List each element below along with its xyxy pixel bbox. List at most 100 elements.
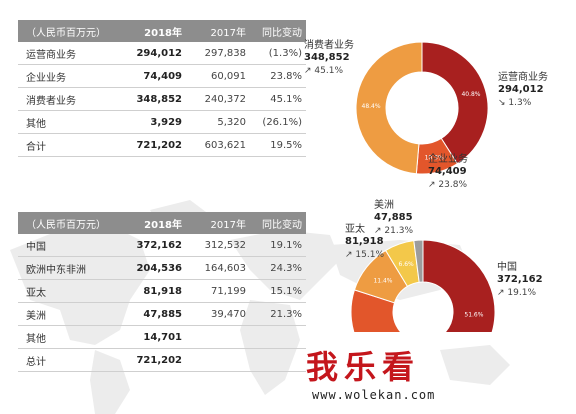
slice-中国 (422, 239, 496, 332)
header-yoy: 同比变动 (250, 212, 306, 234)
slice-change-label: ↗ 21.3% (374, 226, 413, 236)
slice-value-label: 372,162 (497, 274, 543, 285)
row-2017: 297,838 (186, 42, 250, 65)
table-row: 中国 372,162 312,532 19.1% (18, 234, 306, 257)
row-2018: 81,918 (118, 279, 186, 303)
slice-value-label: 81,918 (345, 236, 384, 247)
slice-name-label: 美洲 (374, 198, 394, 211)
row-2017 (186, 348, 250, 372)
row-2018: 47,885 (118, 302, 186, 326)
watermark: 我乐看 www.wolekan.com (306, 342, 435, 402)
table-row: 合计 721,202 603,621 19.5% (18, 133, 306, 157)
watermark-url: www.wolekan.com (312, 388, 436, 402)
slice-name-label: 亚太 (345, 222, 365, 235)
row-2017: 71,199 (186, 279, 250, 303)
row-2018: 204,536 (118, 256, 186, 280)
table-header-row: （人民币百万元） 2018年 2017年 同比变动 (18, 20, 306, 42)
business-segment-table: （人民币百万元） 2018年 2017年 同比变动 运营商业务 294,012 29… (18, 20, 306, 157)
slice-name-label: 中国 (497, 260, 517, 273)
slice-value-label: 294,012 (498, 84, 544, 95)
table-row: 企业业务 74,409 60,091 23.8% (18, 64, 306, 88)
header-2018: 2018年 (118, 20, 186, 42)
header-yoy: 同比变动 (250, 20, 306, 42)
row-yoy: 15.1% (250, 279, 306, 303)
slice-name-label: 企业业务 (428, 152, 468, 165)
header-2017: 2017年 (186, 20, 250, 42)
row-label: 消费者业务 (18, 87, 118, 111)
slice-欧洲中东非洲 (350, 289, 402, 332)
row-2018: 721,202 (118, 133, 186, 157)
slice-name-label: 消费者业务 (304, 38, 354, 51)
row-yoy: 45.1% (250, 87, 306, 111)
table-row: 欧洲中东非洲 204,536 164,603 24.3% (18, 256, 306, 280)
row-yoy: (26.1%) (250, 110, 306, 134)
row-yoy: 19.1% (250, 234, 306, 257)
table-row: 运营商业务 294,012 297,838 (1.3%) (18, 42, 306, 65)
row-2018: 74,409 (118, 64, 186, 88)
row-2017: 240,372 (186, 87, 250, 111)
table-row: 其他 3,929 5,320 (26.1%) (18, 110, 306, 134)
region-table: （人民币百万元） 2018年 2017年 同比变动 中国 372,162 312,5… (18, 212, 306, 372)
slice-percent-label: 48.4% (362, 103, 381, 110)
row-2017: 603,621 (186, 133, 250, 157)
header-2017: 2017年 (186, 212, 250, 234)
row-2017: 312,532 (186, 234, 250, 257)
row-2018: 294,012 (118, 42, 186, 65)
header-unit: （人民币百万元） (18, 20, 118, 42)
table-row: 其他 14,701 (18, 325, 306, 349)
table-row: 美洲 47,885 39,470 21.3% (18, 302, 306, 326)
row-2018: 721,202 (118, 348, 186, 372)
row-2017: 164,603 (186, 256, 250, 280)
slice-消费者业务 (355, 41, 423, 175)
row-label: 中国 (18, 234, 118, 257)
slice-percent-label: 11.4% (373, 277, 392, 284)
slice-percent-label: 51.6% (464, 312, 483, 319)
slice-value-label: 47,885 (374, 212, 413, 223)
table-header-row: （人民币百万元） 2018年 2017年 同比变动 (18, 212, 306, 234)
row-2018: 348,852 (118, 87, 186, 111)
row-label: 运营商业务 (18, 42, 118, 65)
row-2017: 5,320 (186, 110, 250, 134)
slice-change-label: ↗ 19.1% (497, 288, 536, 298)
row-label: 美洲 (18, 302, 118, 326)
row-yoy (250, 348, 306, 372)
header-unit: （人民币百万元） (18, 212, 118, 234)
slice-change-label: ↗ 15.1% (345, 250, 384, 260)
header-2018: 2018年 (118, 212, 186, 234)
row-2018: 372,162 (118, 234, 186, 257)
slice-change-label: ↗ 23.8% (428, 180, 467, 190)
row-yoy: 24.3% (250, 256, 306, 280)
slice-value-label: 348,852 (304, 52, 350, 63)
row-yoy (250, 325, 306, 349)
row-label: 其他 (18, 110, 118, 134)
table-row: 亚太 81,918 71,199 15.1% (18, 279, 306, 303)
slice-change-label: ↗ 45.1% (304, 66, 343, 76)
slice-value-label: 74,409 (428, 166, 467, 177)
slice-percent-label: 6.6% (399, 261, 415, 268)
row-label: 亚太 (18, 279, 118, 303)
row-label: 企业业务 (18, 64, 118, 88)
row-2017: 60,091 (186, 64, 250, 88)
slice-change-label: ↘ 1.3% (498, 98, 532, 108)
slice-percent-label: 40.8% (461, 91, 480, 98)
row-2018: 3,929 (118, 110, 186, 134)
watermark-logo: 我乐看 (306, 348, 421, 386)
slice-percent-label: 10.3% (425, 155, 444, 162)
row-label: 其他 (18, 325, 118, 349)
slice-运营商业务 (421, 41, 489, 165)
row-yoy: 21.3% (250, 302, 306, 326)
table-row: 总计 721,202 (18, 348, 306, 372)
slice-name-label: 运营商业务 (498, 70, 548, 83)
row-yoy: (1.3%) (250, 42, 306, 65)
table-row: 消费者业务 348,852 240,372 45.1% (18, 87, 306, 111)
row-yoy: 23.8% (250, 64, 306, 88)
row-2017: 39,470 (186, 302, 250, 326)
row-2018: 14,701 (118, 325, 186, 349)
row-label: 总计 (18, 348, 118, 372)
row-2017 (186, 325, 250, 349)
row-label: 合计 (18, 133, 118, 157)
slice-其他 (413, 239, 424, 283)
